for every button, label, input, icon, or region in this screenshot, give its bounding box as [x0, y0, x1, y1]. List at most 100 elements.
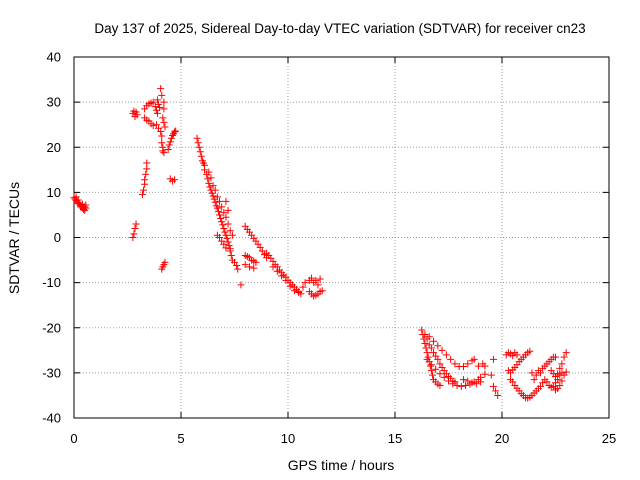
data-point	[234, 265, 242, 273]
data-point	[477, 378, 485, 386]
data-point	[222, 197, 230, 205]
data-point	[226, 247, 234, 255]
data-point	[558, 360, 566, 368]
data-point	[464, 377, 472, 385]
data-point	[245, 263, 253, 271]
data-point	[470, 355, 478, 363]
data-point	[222, 213, 230, 221]
chart-title: Day 137 of 2025, Sidereal Day-to-day VTE…	[94, 21, 585, 36]
y-tick-label: -30	[42, 365, 61, 380]
data-point	[434, 342, 442, 350]
data-point	[451, 360, 459, 368]
data-point	[549, 382, 557, 390]
data-point	[158, 91, 166, 99]
data-point	[562, 368, 570, 376]
data-point	[447, 355, 455, 363]
data-series	[70, 85, 570, 402]
data-point	[197, 152, 205, 160]
data-point	[153, 109, 161, 117]
data-point	[278, 272, 286, 280]
data-point	[216, 197, 224, 205]
data-point	[164, 146, 172, 154]
data-point	[166, 138, 174, 146]
y-tick-label: 40	[47, 50, 61, 65]
data-point	[129, 234, 137, 241]
data-point	[222, 231, 230, 239]
y-tick-label: 20	[47, 140, 61, 155]
data-point	[481, 370, 489, 378]
data-point	[214, 207, 222, 215]
data-point	[530, 376, 538, 384]
data-point	[428, 371, 436, 379]
data-point	[421, 340, 429, 348]
data-point	[459, 363, 467, 371]
y-tick-label: 30	[47, 95, 61, 110]
data-point	[418, 326, 426, 334]
data-point	[513, 351, 521, 359]
data-point	[226, 227, 234, 235]
data-point	[156, 104, 164, 112]
data-point	[218, 203, 226, 211]
data-point	[142, 170, 150, 178]
data-point	[312, 276, 320, 284]
data-point	[233, 261, 241, 269]
data-point	[316, 275, 324, 283]
data-point	[472, 380, 480, 388]
data-point	[453, 382, 461, 390]
data-point	[138, 191, 146, 199]
data-point	[560, 353, 568, 361]
data-point	[149, 98, 157, 106]
data-point	[224, 238, 232, 246]
data-point	[221, 228, 229, 236]
x-tick-label: 0	[70, 431, 77, 446]
data-point	[160, 98, 168, 106]
data-point	[220, 224, 228, 232]
data-point	[141, 176, 149, 184]
data-point	[436, 382, 444, 390]
data-point	[554, 370, 562, 378]
data-point	[430, 349, 438, 357]
data-point	[462, 382, 470, 390]
y-tick-label: -20	[42, 320, 61, 335]
data-point	[562, 349, 570, 357]
data-point	[222, 244, 230, 252]
data-point	[537, 382, 545, 390]
data-point	[299, 283, 307, 291]
data-point	[474, 362, 482, 370]
data-point	[256, 243, 264, 251]
y-axis-label: SDTVAR / TECUs	[6, 182, 22, 294]
data-point	[445, 377, 452, 385]
data-point	[224, 206, 232, 214]
data-point	[464, 360, 472, 368]
data-point	[489, 382, 497, 390]
data-point	[206, 183, 214, 191]
data-point	[195, 143, 203, 151]
data-point	[143, 159, 151, 167]
data-point	[468, 379, 476, 387]
data-point	[556, 364, 564, 372]
data-point	[258, 247, 266, 255]
data-point	[165, 141, 173, 149]
data-point	[216, 234, 224, 241]
data-point	[237, 281, 245, 289]
data-point	[457, 382, 465, 390]
data-point	[295, 289, 303, 297]
data-point	[223, 234, 231, 242]
data-point	[427, 344, 435, 352]
data-point	[171, 176, 179, 184]
data-point	[440, 373, 448, 381]
data-point	[492, 387, 500, 395]
x-tick-label: 15	[388, 431, 402, 446]
data-point	[487, 371, 495, 379]
data-point	[211, 198, 219, 206]
data-point	[207, 174, 215, 182]
data-point	[159, 147, 167, 155]
data-point	[149, 122, 157, 130]
data-point	[442, 351, 450, 359]
data-point	[218, 218, 226, 226]
x-tick-label: 25	[602, 431, 616, 446]
data-point	[153, 96, 161, 104]
data-point	[426, 362, 434, 370]
data-point	[160, 118, 168, 126]
